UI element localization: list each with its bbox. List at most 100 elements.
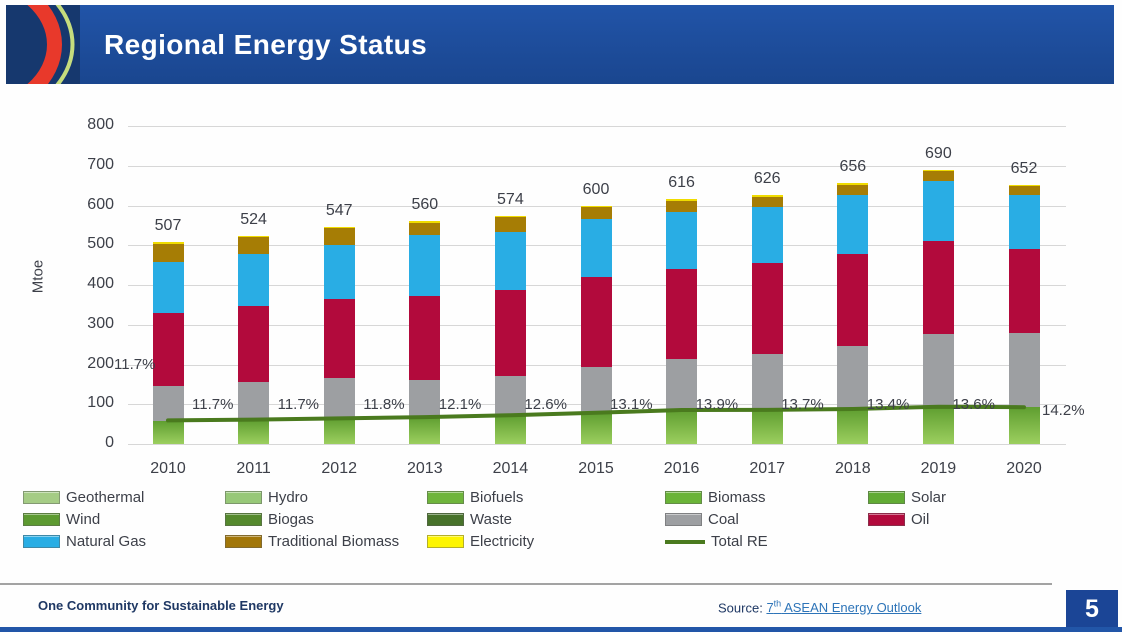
legend-swatch	[23, 535, 60, 548]
re-share-label: 11.8%	[363, 396, 405, 413]
legend-swatch	[665, 539, 705, 544]
x-axis-year-label: 2010	[150, 460, 186, 477]
legend-item-total-re: Total RE	[665, 533, 768, 550]
legend-swatch	[427, 491, 464, 504]
legend-swatch	[427, 513, 464, 526]
bar-segment	[751, 262, 783, 355]
x-axis-year-label: 2019	[920, 460, 957, 477]
bar-total-label: 652	[1010, 159, 1038, 177]
bar-segment	[837, 346, 869, 409]
gridline	[128, 444, 1066, 445]
y-axis-tick-label: 500	[87, 235, 114, 253]
bar-segment	[1008, 195, 1040, 250]
bar-segment	[152, 244, 184, 262]
legend-item-oil: Oil	[868, 511, 929, 528]
bar-segment	[238, 253, 270, 306]
bar-segment	[580, 207, 612, 219]
bar-segment	[152, 385, 184, 421]
legend-swatch	[225, 513, 262, 526]
bar-segment	[922, 169, 954, 172]
legend-label: Electricity	[470, 533, 535, 550]
bar-segment	[666, 199, 698, 201]
bar-total-label: 616	[668, 174, 695, 192]
legend-item-solar: Solar	[868, 489, 946, 506]
bar-segment	[1008, 407, 1040, 444]
re-share-stray-label: 11.7%	[114, 356, 156, 373]
legend-swatch	[665, 513, 702, 526]
legend-label: Waste	[470, 511, 512, 528]
bar-segment	[323, 418, 355, 444]
legend-label: Wind	[66, 511, 101, 528]
legend-item-coal: Coal	[665, 511, 739, 528]
bar-total-label: 574	[497, 190, 524, 208]
x-axis-year-label: 2014	[492, 460, 529, 477]
legend-label: Total RE	[711, 533, 768, 550]
bar-segment	[666, 409, 698, 444]
bar-segment	[238, 235, 270, 238]
re-share-label: 13.9%	[695, 396, 739, 413]
bar-segment	[837, 184, 869, 196]
legend-label: Natural Gas	[66, 533, 147, 550]
re-share-label: 13.4%	[866, 396, 910, 413]
re-share-label: 12.1%	[438, 396, 482, 413]
page-number: 5	[1085, 594, 1099, 623]
bar-segment	[323, 226, 355, 229]
re-share-label: 13.1%	[610, 396, 653, 413]
y-axis-tick-label: 800	[87, 116, 114, 133]
bar-segment	[837, 409, 869, 444]
bar-segment	[494, 415, 526, 444]
legend-item-natural-gas: Natural Gas	[23, 533, 146, 550]
legend-item-biogas: Biogas	[225, 511, 314, 528]
legend-swatch	[225, 491, 262, 504]
bar-total-label: 600	[582, 180, 610, 198]
legend-label: Oil	[911, 511, 930, 528]
bar-segment	[837, 183, 869, 185]
bar-segment	[1008, 249, 1040, 334]
legend-label: Biogas	[268, 511, 314, 528]
bar-segment	[323, 298, 355, 379]
bar-segment	[409, 416, 441, 444]
bar-total-label: 524	[240, 210, 267, 228]
bar-segment	[238, 305, 270, 382]
footer-divider	[0, 583, 1052, 585]
x-axis-year-label: 2012	[321, 460, 357, 477]
bar-segment	[580, 366, 612, 413]
bar-total-label: 560	[411, 196, 439, 214]
bar-segment	[922, 406, 954, 444]
legend-item-hydro: Hydro	[225, 489, 308, 506]
page-title: Regional Energy Status	[104, 29, 428, 60]
y-axis-tick-label: 600	[87, 195, 114, 213]
bottom-strip	[0, 627, 1122, 632]
legend-swatch	[427, 535, 464, 548]
bar-segment	[238, 237, 270, 254]
source-label: Source:	[718, 600, 763, 616]
bar-total-label: 690	[925, 144, 952, 162]
legend-swatch	[868, 513, 905, 526]
bar-segment	[409, 296, 441, 381]
gridline	[128, 165, 1066, 167]
source-link[interactable]: 7th ASEAN Energy Outlook	[766, 599, 921, 616]
bar-segment	[580, 205, 612, 208]
legend-label: Hydro	[268, 489, 309, 506]
y-axis-tick-label: 300	[87, 314, 114, 332]
y-axis-tick-label: 700	[87, 155, 114, 173]
legend-item-geothermal: Geothermal	[23, 489, 144, 506]
bar-segment	[666, 200, 698, 212]
bar-segment	[494, 215, 526, 218]
legend-item-biofuels: Biofuels	[427, 489, 523, 506]
legend-label: Biomass	[708, 489, 766, 506]
bar-segment	[152, 313, 184, 386]
legend-item-wind: Wind	[23, 511, 100, 528]
x-axis-year-label: 2017	[749, 460, 785, 477]
source-link-num: 7	[766, 600, 774, 616]
footer-tagline: One Community for Sustainable Energy	[38, 598, 284, 613]
legend-swatch	[665, 491, 702, 504]
y-axis-tick-label: 0	[105, 434, 114, 451]
bar-segment	[751, 196, 783, 208]
bar-segment	[494, 376, 526, 416]
footer-source: Source: 7th ASEAN Energy Outlook	[718, 599, 921, 615]
bar-segment	[494, 217, 526, 232]
bar-segment	[922, 241, 954, 334]
y-axis-tick-label: 400	[87, 275, 114, 292]
bar-segment	[494, 290, 526, 377]
